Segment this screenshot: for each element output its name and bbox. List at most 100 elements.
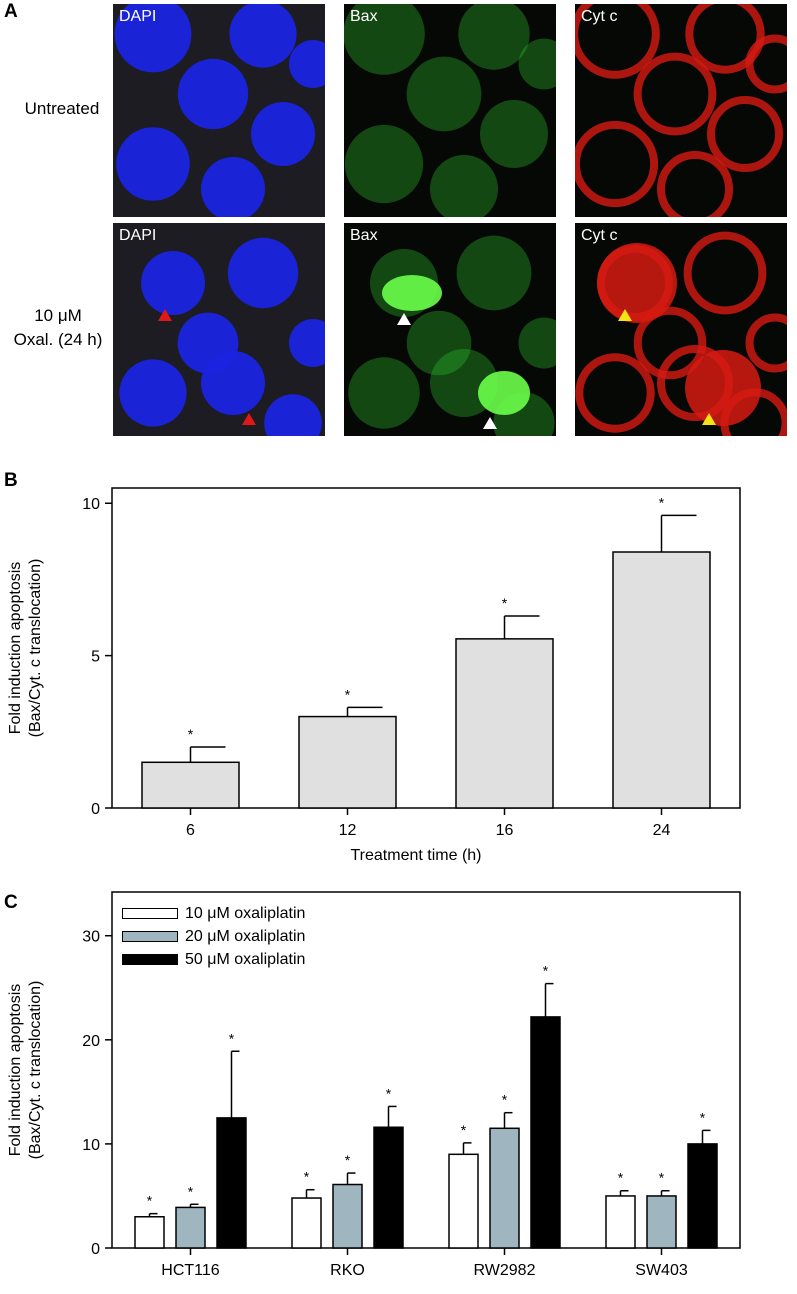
significance-marker: * [188, 1183, 194, 1199]
micrograph-bax-oxaliplatin: Bax [344, 223, 556, 436]
x-axis-label: Treatment time (h) [351, 847, 482, 864]
nucleus [251, 102, 315, 166]
micrograph-cytc-untreated: Cyt c [575, 4, 787, 217]
y-tick-label: 0 [91, 801, 100, 818]
nucleus [177, 58, 249, 130]
significance-marker: * [386, 1085, 392, 1101]
nucleus [141, 251, 205, 315]
y-tick-label: 20 [82, 1033, 100, 1050]
x-tick-label: RKO [330, 1262, 365, 1279]
arrowhead-icon [483, 417, 497, 429]
legend-item-10um: 10 μM oxaliplatin [122, 902, 305, 925]
arrowhead-icon [242, 413, 256, 425]
x-tick-label: 24 [653, 822, 671, 839]
bar [448, 1153, 479, 1249]
nucleus [119, 359, 187, 427]
legend-swatch-20um [122, 931, 178, 942]
bar [298, 715, 397, 809]
mitochondria-ring [683, 231, 767, 315]
nucleus [201, 157, 265, 217]
mitochondria-ring [707, 96, 783, 172]
y-axis-label: Fold induction apoptosis (Bax/Cyt. c tran… [7, 559, 44, 738]
cell [518, 38, 556, 90]
chart-b: 0 5 10 Fold induction apoptosis (Bax/Cyt. c … [7, 487, 741, 864]
bar [134, 1216, 165, 1249]
significance-marker: * [188, 726, 194, 742]
row-label-oxaliplatin: 10 μM Oxal. (24 h) [4, 304, 112, 352]
bar [216, 1117, 247, 1249]
arrowhead-icon [702, 413, 716, 425]
significance-marker: * [345, 686, 351, 702]
significance-marker: * [229, 1030, 235, 1046]
x-tick-label: RW2982 [474, 1262, 536, 1279]
mitochondria-ring [745, 313, 787, 373]
stain-label-bax: Bax [350, 8, 378, 25]
x-tick-label: 16 [496, 822, 514, 839]
y-axis-label-line2: (Bax/Cyt. c translocation) [27, 981, 44, 1160]
nucleus [289, 40, 325, 88]
micrograph-image [113, 223, 325, 436]
cell [458, 4, 530, 70]
significance-marker: * [147, 1193, 153, 1209]
plot-frame [111, 891, 741, 1249]
y-axis-label: Fold induction apoptosis (Bax/Cyt. c tran… [7, 981, 44, 1160]
bar [373, 1126, 404, 1249]
y-axis-label-line1: Fold induction apoptosis [7, 984, 24, 1157]
mitochondria-ring [745, 34, 787, 94]
mitochondria-ring [633, 52, 717, 136]
significance-marker: * [502, 1092, 508, 1108]
x-tick-label: HCT116 [161, 1262, 219, 1279]
bar [605, 1195, 636, 1249]
micrograph-image [344, 4, 556, 217]
micrograph-dapi-untreated: DAPI [113, 4, 325, 217]
y-axis-label-line2: (Bax/Cyt. c translocation) [27, 559, 44, 738]
cell [430, 155, 498, 217]
micrograph-image [575, 4, 787, 217]
significance-marker: * [304, 1169, 310, 1185]
arrowhead-icon [158, 309, 172, 321]
bar [455, 638, 554, 809]
significance-marker: * [543, 963, 549, 979]
mitochondria-ring [685, 4, 765, 74]
y-tick-label: 10 [82, 496, 100, 513]
legend-swatch-10um [122, 908, 178, 919]
legend-label-50um: 50 μM oxaliplatin [185, 950, 306, 968]
arrowhead-icon [618, 309, 632, 321]
chart-c: 0 10 20 30 Fold induction apoptosis (Bax/Cyt.… [7, 891, 741, 1279]
micrograph-bax-untreated: Bax [344, 4, 556, 217]
panel-b-letter: B [4, 470, 18, 491]
legend-item-50um: 50 μM oxaliplatin [122, 948, 305, 971]
x-tick-label: 12 [339, 822, 357, 839]
bax-cluster [478, 371, 530, 415]
panel-a-letter: A [4, 1, 18, 22]
bar [530, 1016, 561, 1249]
micrograph-background [575, 4, 787, 217]
significance-marker: * [502, 595, 508, 611]
cytosolic-cytc [685, 350, 761, 426]
legend-label-20um: 20 μM oxaliplatin [185, 927, 306, 945]
cytosolic-cytc [597, 243, 677, 323]
bar [332, 1183, 363, 1249]
cell [344, 4, 425, 75]
mitochondria-ring [575, 4, 660, 79]
x-tick-label: SW403 [635, 1262, 688, 1279]
y-tick-label: 10 [82, 1137, 100, 1154]
significance-marker: * [659, 494, 665, 510]
mitochondria-ring [575, 353, 655, 433]
bar [489, 1127, 520, 1249]
panel-c-letter: C [4, 892, 18, 913]
micrograph-dapi-oxaliplatin: DAPI [113, 223, 325, 436]
bar [291, 1197, 322, 1249]
row-label-oxaliplatin-line2: Oxal. (24 h) [13, 330, 103, 349]
significance-marker: * [700, 1109, 706, 1125]
y-tick-label: 5 [91, 649, 100, 666]
x-tick-label: 6 [186, 822, 195, 839]
stain-label-cytc: Cyt c [581, 227, 618, 244]
significance-marker: * [659, 1170, 665, 1186]
nucleus [229, 4, 297, 68]
cell [344, 124, 424, 204]
arrowhead-icon [397, 313, 411, 325]
row-label-oxaliplatin-line1: 10 μM [34, 306, 82, 325]
bar [141, 761, 240, 809]
mitochondria-ring [657, 151, 733, 217]
